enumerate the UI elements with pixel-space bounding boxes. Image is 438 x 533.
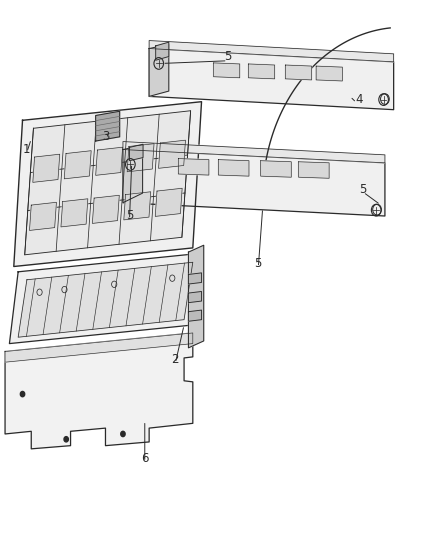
Polygon shape (64, 151, 91, 179)
Text: 1: 1 (23, 143, 31, 156)
Text: 5: 5 (360, 183, 367, 196)
Text: 5: 5 (126, 209, 133, 222)
Polygon shape (155, 42, 169, 60)
Polygon shape (127, 144, 154, 172)
Text: 4: 4 (355, 93, 363, 106)
Polygon shape (95, 147, 123, 175)
Text: 3: 3 (102, 130, 109, 143)
Polygon shape (188, 245, 204, 348)
Polygon shape (149, 41, 394, 62)
Polygon shape (316, 66, 343, 81)
Text: 2: 2 (172, 353, 179, 366)
Polygon shape (159, 140, 185, 168)
Text: 5: 5 (254, 257, 262, 270)
Polygon shape (188, 310, 201, 321)
Polygon shape (178, 159, 209, 175)
Circle shape (20, 391, 25, 397)
Polygon shape (14, 102, 201, 266)
Polygon shape (155, 188, 182, 216)
Polygon shape (123, 150, 385, 216)
Polygon shape (248, 64, 275, 79)
Polygon shape (5, 333, 193, 449)
Polygon shape (149, 49, 394, 110)
Polygon shape (124, 192, 151, 220)
Polygon shape (61, 199, 88, 227)
Text: 5: 5 (224, 50, 231, 63)
Polygon shape (25, 111, 191, 255)
Polygon shape (18, 262, 193, 337)
Polygon shape (5, 333, 193, 362)
Polygon shape (33, 154, 60, 182)
Polygon shape (286, 65, 311, 80)
Polygon shape (261, 161, 291, 177)
Polygon shape (299, 162, 329, 178)
Polygon shape (29, 203, 57, 230)
Polygon shape (188, 273, 201, 284)
Polygon shape (92, 195, 119, 223)
Circle shape (121, 431, 125, 437)
Polygon shape (95, 111, 120, 141)
Polygon shape (10, 253, 201, 344)
Polygon shape (123, 142, 385, 163)
Circle shape (64, 437, 68, 442)
Polygon shape (130, 144, 143, 161)
Polygon shape (149, 44, 169, 96)
Polygon shape (123, 146, 143, 203)
Polygon shape (188, 292, 201, 303)
Text: 6: 6 (141, 453, 148, 465)
Polygon shape (214, 63, 240, 78)
Polygon shape (219, 160, 249, 176)
